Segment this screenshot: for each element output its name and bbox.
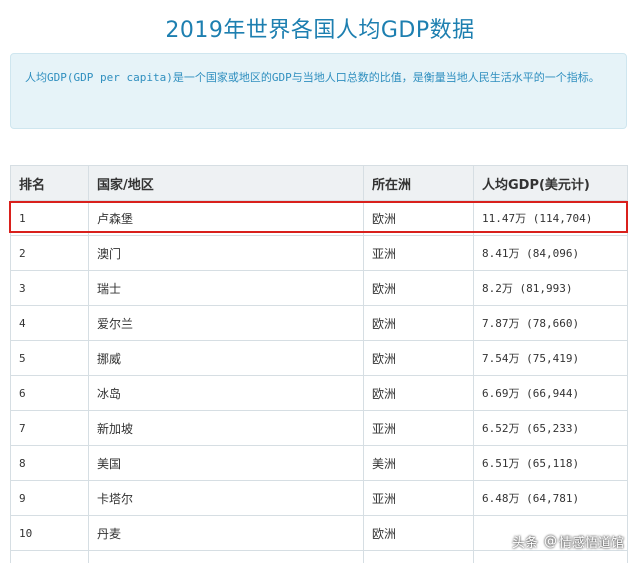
cell-continent: 亚洲 (363, 410, 474, 446)
cell-gdp: 7.54万 (75,419) (473, 340, 628, 376)
cell-continent: 美洲 (363, 445, 474, 481)
cell-rank (10, 550, 89, 563)
header-gdp: 人均GDP(美元计) (473, 165, 628, 201)
cell-continent: 欧洲 (363, 340, 474, 376)
cell-gdp: 11.47万 (114,704) (473, 200, 628, 236)
watermark-platform: 头条 (511, 536, 538, 551)
cell-continent: 欧洲 (363, 375, 474, 411)
cell-gdp: 6.51万 (65,118) (473, 445, 628, 481)
cell-rank: 2 (10, 235, 89, 271)
cell-gdp: 7.87万 (78,660) (473, 305, 628, 341)
cell-country: 卢森堡 (88, 200, 364, 236)
cell-continent: 亚洲 (363, 480, 474, 516)
table-row: 10 丹麦 欧洲 (10, 515, 628, 551)
watermark: 头条 @ 情感悟道馆 (512, 532, 624, 551)
cell-gdp: 8.41万 (84,096) (473, 235, 628, 271)
cell-rank: 4 (10, 305, 89, 341)
table-row: 2 澳门 亚洲 8.41万 (84,096) (10, 235, 628, 271)
cell-rank: 8 (10, 445, 89, 481)
cell-country: 澳门 (88, 235, 364, 271)
header-continent: 所在洲 (363, 165, 474, 201)
cell-country: 美国 (88, 445, 364, 481)
table-row: 6 冰岛 欧洲 6.69万 (66,944) (10, 375, 628, 411)
watermark-at: @ (543, 534, 557, 549)
cell-rank: 7 (10, 410, 89, 446)
cell-rank: 6 (10, 375, 89, 411)
header-rank: 排名 (10, 165, 89, 201)
table-row: 8 美国 美洲 6.51万 (65,118) (10, 445, 628, 481)
cell-rank: 1 (10, 200, 89, 236)
table-row: 7 新加坡 亚洲 6.52万 (65,233) (10, 410, 628, 446)
table-header-row: 排名 国家/地区 所在洲 人均GDP(美元计) (10, 165, 628, 201)
cell-continent: 亚洲 (363, 235, 474, 271)
page-title: 2019年世界各国人均GDP数据 (165, 18, 475, 43)
table-row: 3 瑞士 欧洲 8.2万 (81,993) (10, 270, 628, 306)
cell-continent: 欧洲 (363, 305, 474, 341)
table-row: 5 挪威 欧洲 7.54万 (75,419) (10, 340, 628, 376)
cell-gdp: 6.48万 (64,781) (473, 480, 628, 516)
cell-rank: 3 (10, 270, 89, 306)
cell-gdp (473, 515, 628, 551)
cell-continent: 欧洲 (363, 270, 474, 306)
cell-continent: 欧洲 (363, 515, 474, 551)
cell-country: 丹麦 (88, 515, 364, 551)
cell-country: 卡塔尔 (88, 480, 364, 516)
cell-rank: 5 (10, 340, 89, 376)
cell-continent: 欧洲 (363, 200, 474, 236)
cell-rank: 10 (10, 515, 89, 551)
cell-gdp: 6.52万 (65,233) (473, 410, 628, 446)
cell-country: 瑞士 (88, 270, 364, 306)
cell-country (88, 550, 364, 563)
intro-box: 人均GDP(GDP per capita)是一个国家或地区的GDP与当地人口总数… (10, 53, 627, 129)
table-row: 1 卢森堡 欧洲 11.47万 (114,704) (10, 200, 628, 236)
cell-country: 冰岛 (88, 375, 364, 411)
cell-gdp: 6.69万 (66,944) (473, 375, 628, 411)
cell-gdp: 8.2万 (81,993) (473, 270, 628, 306)
cell-rank: 9 (10, 480, 89, 516)
header-country: 国家/地区 (88, 165, 364, 201)
cell-country: 挪威 (88, 340, 364, 376)
watermark-account: 情感悟道馆 (558, 536, 624, 551)
table-row (10, 550, 628, 563)
gdp-table: 排名 国家/地区 所在洲 人均GDP(美元计) 1 卢森堡 欧洲 11.47万 … (10, 165, 628, 563)
table-row: 9 卡塔尔 亚洲 6.48万 (64,781) (10, 480, 628, 516)
table-row: 4 爱尔兰 欧洲 7.87万 (78,660) (10, 305, 628, 341)
cell-continent (363, 550, 474, 563)
cell-country: 新加坡 (88, 410, 364, 446)
cell-country: 爱尔兰 (88, 305, 364, 341)
cell-gdp (473, 550, 628, 563)
